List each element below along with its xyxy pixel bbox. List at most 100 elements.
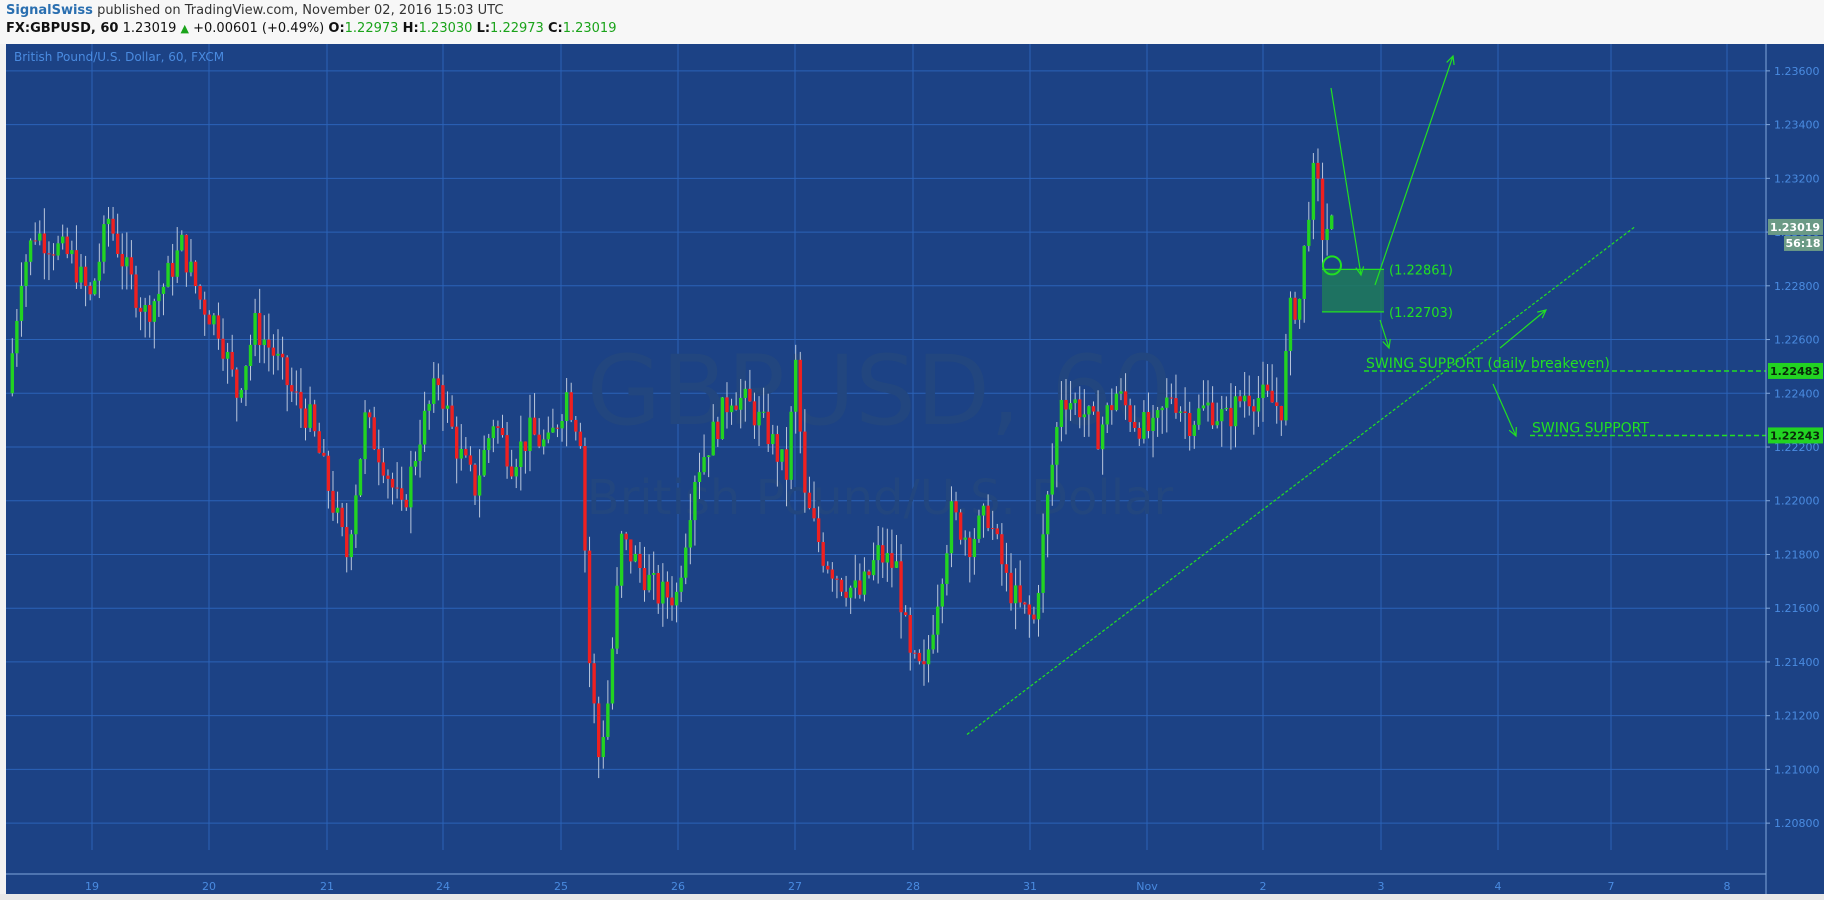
candle-down [597, 703, 601, 758]
zone-top-label: (1.22861) [1389, 263, 1453, 278]
candle-down [532, 417, 537, 435]
candle-down [844, 591, 848, 598]
candle-up [564, 392, 569, 421]
candle-down [235, 369, 239, 398]
price-axis[interactable]: 1.236001.234001.232001.230001.228001.226… [1766, 65, 1820, 830]
last-price: 1.23019 [122, 21, 177, 36]
candle-down [331, 490, 335, 513]
candle-down [903, 612, 908, 615]
candle-down [290, 385, 294, 392]
candle-down [47, 253, 51, 255]
arrow-down-to-support-2-head [1508, 426, 1517, 438]
price-chart[interactable]: GBPUSD, 60 British Pound/U.S. Dollar (1.… [0, 44, 1824, 894]
candle-down [775, 434, 780, 462]
candle-up [166, 262, 170, 287]
candle-up [175, 250, 179, 277]
candle-up [949, 501, 954, 554]
x-tick-label: 28 [906, 880, 920, 893]
candle-down [441, 385, 445, 409]
candle-up [972, 538, 977, 558]
candle-down [807, 492, 812, 509]
candle-down [917, 652, 922, 662]
candle-up [28, 240, 33, 262]
candle-down [303, 408, 308, 428]
x-tick-label: 7 [1608, 880, 1615, 893]
candle-up [894, 561, 899, 568]
candle-up [1045, 494, 1050, 535]
annotations: (1.22861) (1.22703) SWING SUPPORT (daily b… [966, 54, 1766, 735]
candle-down [1128, 405, 1132, 422]
candle-down [454, 426, 459, 459]
candle-down [587, 550, 592, 664]
candle-down [638, 553, 642, 568]
candle-up [244, 366, 248, 390]
candle-up [1114, 393, 1119, 411]
y-tick-label: 1.21600 [1774, 602, 1820, 615]
plot-background [6, 44, 1766, 894]
candle-down [986, 505, 990, 529]
candle-down [51, 254, 56, 256]
candle-down [340, 507, 344, 528]
candle-up [963, 537, 967, 540]
candle-down [322, 452, 326, 456]
candle-up [335, 507, 340, 513]
candle-up [212, 315, 216, 325]
candle-up [743, 388, 747, 398]
candle-up [940, 583, 944, 607]
candle-down [1210, 402, 1215, 426]
watermark-symbol: GBPUSD, 60 [587, 335, 1173, 447]
candle-up [720, 397, 725, 440]
candle-down [899, 561, 903, 613]
candle-down [33, 240, 37, 242]
y-tick-label: 1.23400 [1774, 119, 1820, 132]
candle-up [1036, 592, 1041, 620]
author-link[interactable]: SignalSwiss [6, 3, 93, 18]
candle-down [1032, 614, 1036, 620]
candle-up [253, 313, 257, 345]
candle-down [193, 261, 198, 286]
candle-up [1013, 585, 1018, 604]
y-tick-label: 1.21000 [1774, 763, 1820, 776]
candle-down [555, 427, 560, 429]
x-tick-label: 25 [554, 880, 568, 893]
candle-up [413, 460, 418, 467]
candle-up [1041, 534, 1045, 593]
candle-down [500, 427, 505, 436]
candle-down [404, 499, 408, 508]
candle-up [619, 533, 624, 586]
candle-up [936, 606, 940, 635]
candle-up [432, 378, 436, 404]
candle-up [1206, 402, 1210, 406]
candle-down [386, 475, 390, 479]
candle-up [24, 261, 28, 286]
y-tick-label: 1.23600 [1774, 65, 1820, 78]
time-axis[interactable]: 19 20 21 24 25 26 27 28 31 Nov 2 3 4 7 8 [6, 873, 1766, 893]
watermark: GBPUSD, 60 British Pound/U.S. Dollar [587, 335, 1174, 526]
high-label: H: [402, 21, 419, 36]
candle-down [784, 449, 789, 480]
arrow-up-small-head [1537, 309, 1548, 319]
candle-up [102, 224, 106, 262]
candle-up [633, 553, 638, 562]
y-tick-label: 1.22000 [1774, 495, 1820, 508]
swing-support-2-label: SWING SUPPORT [1532, 420, 1649, 436]
candle-up [551, 427, 555, 433]
candle-up [528, 417, 532, 452]
candle-up [1068, 403, 1073, 410]
chart-header: SignalSwiss published on TradingView.com… [0, 0, 1824, 44]
candle-up [1160, 407, 1164, 411]
candle-up [143, 305, 147, 312]
candle-down [1004, 564, 1009, 573]
candle-up [1330, 215, 1334, 230]
candle-up [60, 236, 65, 244]
candle-up [189, 261, 193, 273]
candle-up [1087, 406, 1091, 415]
candle-up [679, 577, 683, 592]
candle-up [308, 404, 312, 428]
candle-down [1238, 396, 1242, 402]
open-value: 1.22973 [344, 21, 399, 36]
candle-up [1215, 421, 1219, 426]
candle-down [642, 567, 647, 591]
candle-up [180, 234, 184, 251]
candle-up [445, 405, 450, 409]
